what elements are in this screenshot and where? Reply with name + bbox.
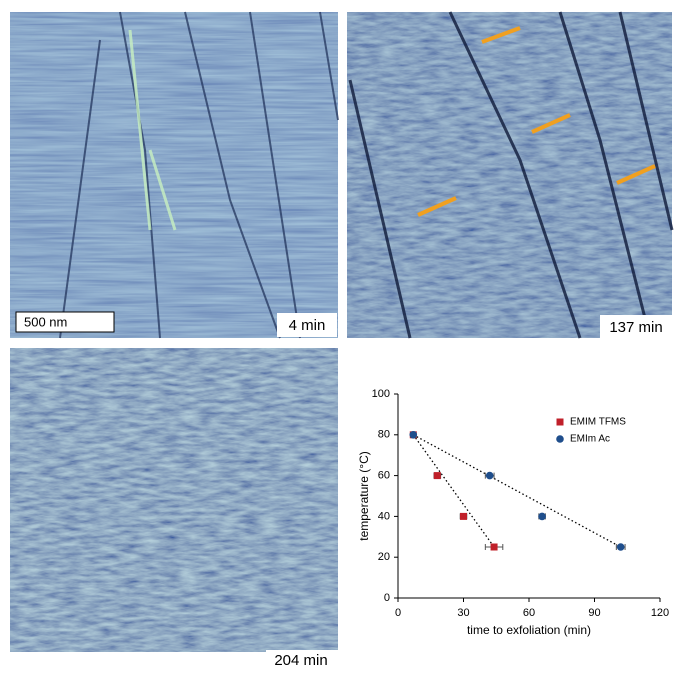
image-texture: [347, 12, 672, 338]
arrows: [417, 26, 656, 217]
y-tick-label: 60: [378, 470, 390, 482]
point: [485, 471, 494, 480]
point: [433, 472, 441, 480]
image-texture: [10, 12, 338, 338]
scale-bar-label: 500 nm: [24, 314, 67, 329]
legend-marker: [556, 435, 564, 443]
legend-marker: [556, 418, 564, 426]
point: [460, 512, 467, 520]
y-tick-label: 20: [378, 551, 390, 563]
x-tick-label: 120: [651, 607, 669, 619]
ridge: [128, 29, 177, 231]
point: [490, 543, 498, 551]
time-label: 4 min: [289, 317, 326, 334]
label-box: [600, 315, 672, 339]
time-label: 204 min: [274, 652, 327, 669]
y-tick-label: 40: [378, 510, 390, 522]
trendline: [412, 434, 622, 548]
x-tick-label: 90: [588, 607, 600, 619]
y-tick-label: 100: [372, 388, 390, 400]
point: [616, 543, 625, 551]
y-axis-label: temperature (°C): [357, 451, 371, 541]
point: [409, 431, 418, 439]
point: [538, 512, 546, 521]
afm-image: [10, 348, 338, 652]
x-axis-label: time to exfoliation (min): [467, 623, 591, 637]
legend-label: EMIM TFMS: [570, 417, 626, 428]
chart: 0 20 40 60 80 100 0 30 60 90 120 time to exfoliatio…: [357, 388, 669, 637]
x-tick-label: 60: [523, 607, 535, 619]
scale-bar: [15, 311, 115, 333]
legend-label: EMIm Ac: [570, 434, 610, 445]
label-box: [277, 313, 337, 337]
label-box: [266, 650, 338, 672]
x-tick-label: 30: [457, 607, 469, 619]
x-tick-label: 0: [395, 607, 401, 619]
trendline: [412, 434, 495, 548]
crack: [59, 11, 339, 339]
crack: [348, 11, 674, 339]
afm-image: [347, 11, 674, 339]
y-tick-label: 0: [384, 592, 390, 604]
time-label: 137 min: [609, 319, 662, 336]
image-texture: [10, 348, 338, 652]
afm-image: [10, 11, 339, 339]
y-tick-label: 80: [378, 429, 390, 441]
